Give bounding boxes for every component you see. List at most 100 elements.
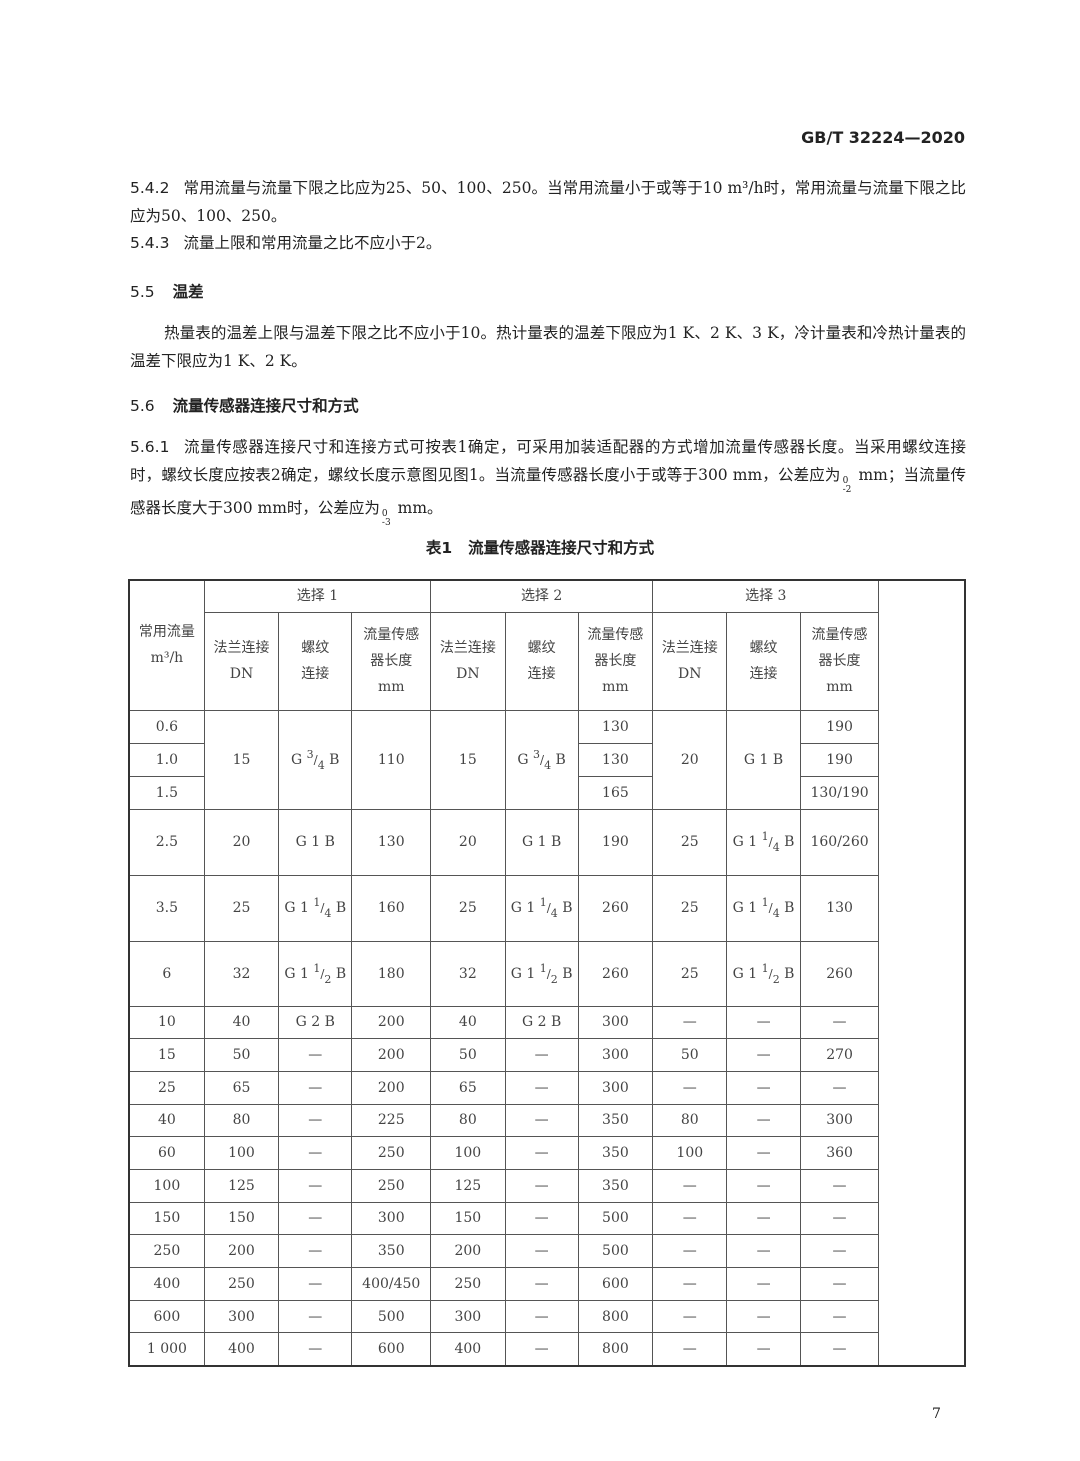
- table-cell: 80: [430, 1103, 506, 1138]
- tolerance-1: 0 -2: [843, 476, 852, 495]
- table-cell: 80: [203, 1103, 280, 1138]
- fraction-part: 1: [761, 961, 769, 975]
- section-number: 5.6: [130, 397, 155, 415]
- column-header-line: 流量传感: [587, 627, 644, 643]
- table-cell: 40: [430, 1005, 506, 1040]
- flow-header: 常用流量 m³/h: [128, 579, 205, 711]
- fraction-part: 1: [313, 896, 321, 909]
- table-cell: 400: [430, 1332, 506, 1367]
- table-cell: G 1 1/4 B: [726, 874, 801, 942]
- table-cell: 300: [203, 1299, 280, 1334]
- table-cell: 110: [351, 709, 432, 810]
- table-cell: G 1 1/2 B: [504, 940, 579, 1007]
- column-header-line: 螺纹: [527, 640, 556, 656]
- table-cell: —: [726, 1299, 801, 1334]
- table-cell: —: [799, 1299, 880, 1334]
- table-cell: 80: [652, 1103, 728, 1138]
- table-cell: 15: [203, 709, 280, 810]
- column-header-line: mm: [826, 679, 853, 695]
- table-cell: 600: [577, 1267, 654, 1301]
- table-cell: 300: [577, 1070, 654, 1105]
- table-cell: 2.5: [128, 808, 205, 876]
- clause-text: mm；当流量传感器长度大于300 mm时，公差应为: [130, 465, 966, 517]
- column-header: 螺纹 连接: [278, 611, 353, 711]
- fraction-part: /: [768, 835, 773, 849]
- table-cell: 165: [577, 775, 654, 810]
- table-cell: —: [652, 1299, 728, 1334]
- table-row: 600 300—500 300—800— — —: [128, 1299, 965, 1334]
- table-cell: —: [652, 1070, 728, 1105]
- column-header-line: 连接: [749, 666, 778, 682]
- fraction-part: 2: [772, 972, 780, 986]
- table-cell: —: [799, 1201, 880, 1236]
- column-header-line: 螺纹: [749, 640, 778, 656]
- clause-number: 5.6.1: [130, 438, 170, 456]
- table-cell: G 1 1/4 B: [726, 808, 801, 876]
- table-cell: —: [278, 1038, 353, 1072]
- temperature-diff-paragraph: 热量表的温差上限与温差下限之比不应小于10。热计量表的温差下限应为1 K、2 K…: [130, 324, 966, 370]
- page-number: 7: [932, 1406, 941, 1422]
- fraction-part: 4: [772, 841, 780, 854]
- table-cell: G 1 B: [278, 808, 353, 876]
- table-cell: 800: [577, 1299, 654, 1334]
- table-cell: —: [799, 1267, 880, 1301]
- table-cell: —: [504, 1136, 579, 1170]
- table-cell: 600: [351, 1332, 432, 1367]
- table-cell: —: [504, 1201, 579, 1236]
- table-cell: 350: [577, 1103, 654, 1138]
- table-cell: —: [278, 1168, 353, 1203]
- table-cell: 270: [799, 1038, 880, 1072]
- section-heading-5-6: 5.6 流量传感器连接尺寸和方式: [130, 394, 359, 416]
- table-cell: 125: [430, 1168, 506, 1203]
- table-cell: —: [278, 1299, 353, 1334]
- table-cell: 40: [128, 1103, 205, 1138]
- table-cell: 3.5: [128, 874, 205, 942]
- column-header-line: mm: [602, 679, 629, 695]
- table-cell: —: [799, 1070, 880, 1105]
- table-cell: 20: [203, 808, 280, 876]
- table-cell: —: [726, 1168, 801, 1203]
- column-header-line: 器长度: [370, 653, 413, 669]
- table-cell: 32: [203, 940, 280, 1007]
- table-cell: —: [652, 1168, 728, 1203]
- fraction-part: 4: [772, 907, 780, 920]
- table-cell: —: [652, 1005, 728, 1040]
- fraction-part: 1: [761, 830, 769, 843]
- table-cell: 200: [430, 1234, 506, 1268]
- table-cell: 300: [799, 1103, 880, 1138]
- table-cell: 65: [430, 1070, 506, 1105]
- table-row: 60 100—250 100—350 100—360: [128, 1136, 965, 1170]
- clause-text: 流量上限和常用流量之比不应小于2。: [183, 234, 442, 252]
- table-cell: 150: [128, 1201, 205, 1236]
- section-heading-5-5: 5.5 温差: [130, 280, 204, 302]
- table-cell: 25: [203, 874, 280, 942]
- table-cell: 260: [799, 940, 880, 1007]
- table-cell: 50: [203, 1038, 280, 1072]
- clause-number: 5.4.2: [130, 179, 170, 197]
- table-cell: 25: [430, 874, 506, 942]
- table-cell: 125: [203, 1168, 280, 1203]
- table-cell: 60: [128, 1136, 205, 1170]
- table-row: 10 40 G 2 B 200 40 G 2 B 300— — —: [128, 1005, 965, 1040]
- table-cell: 300: [430, 1299, 506, 1334]
- fraction-part: 2: [324, 972, 332, 986]
- fraction-part: /: [546, 966, 551, 981]
- fraction-part: 3: [533, 747, 541, 761]
- table-row: 400 250—400/450 250—600— — —: [128, 1267, 965, 1301]
- table-cell: 25: [652, 940, 728, 1007]
- fraction-part: 3: [306, 747, 314, 761]
- table-cell: —: [652, 1234, 728, 1268]
- table-row: 2.5 20 G 1 B 130 20 G 1 B 190 25 G 1 1/4 B 160/26…: [128, 808, 965, 876]
- table-cell: 40: [203, 1005, 280, 1040]
- table-cell: 10: [128, 1005, 205, 1040]
- column-header-line: 流量传感: [363, 627, 420, 643]
- table-cell: 400: [203, 1332, 280, 1367]
- clause-text: 常用流量与流量下限之比应为25、50、100、250。当常用流量小于或等于10 …: [130, 179, 966, 225]
- table-number: 表1: [425, 539, 453, 557]
- table-cell: —: [652, 1332, 728, 1367]
- table-cell: 190: [799, 709, 880, 744]
- table-cell: —: [726, 1103, 801, 1138]
- group-header: 选择 1: [203, 579, 432, 613]
- table-cell: —: [278, 1332, 353, 1367]
- column-header-line: 法兰连接: [439, 640, 496, 656]
